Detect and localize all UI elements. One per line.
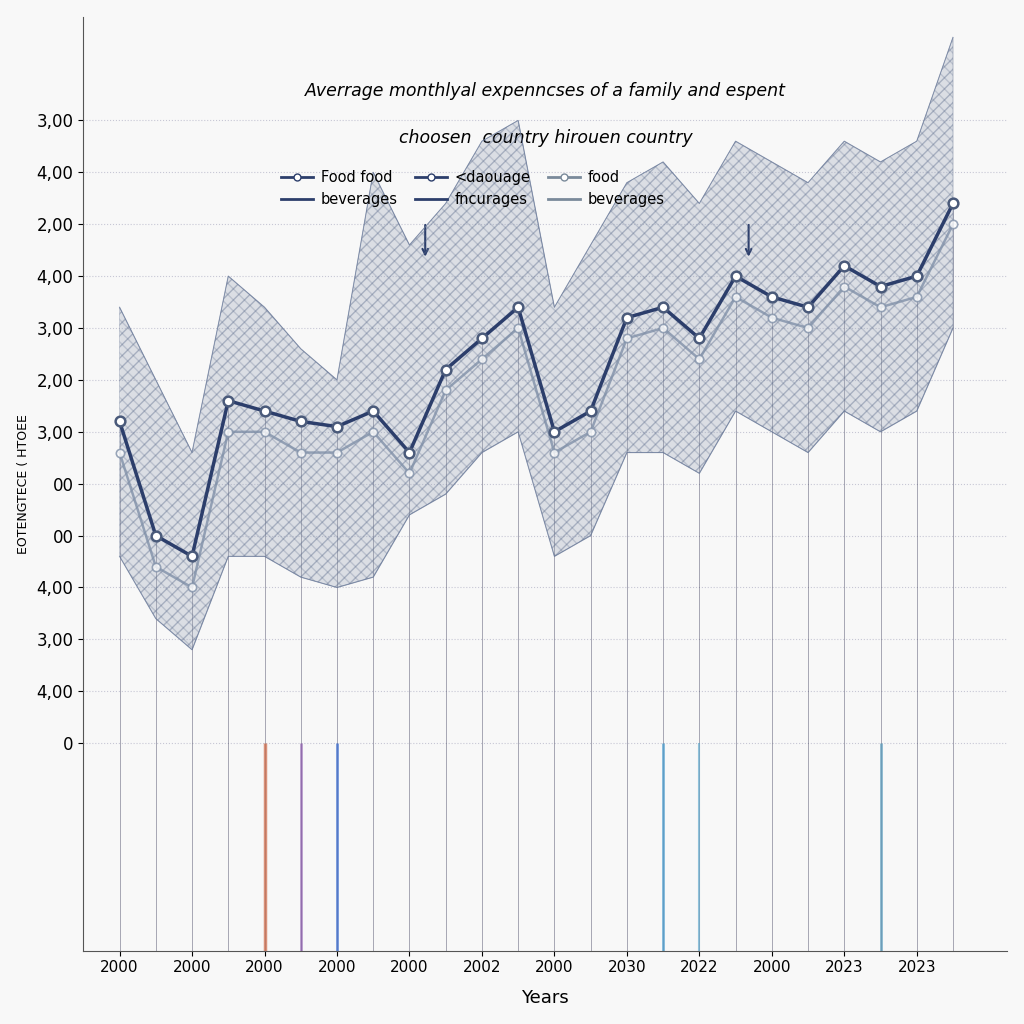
X-axis label: Years: Years — [521, 989, 569, 1008]
Y-axis label: EOTENGTECE ( HTOEE: EOTENGTECE ( HTOEE — [16, 414, 30, 554]
Text: choosen  country hirouen country: choosen country hirouen country — [398, 129, 692, 146]
Legend: Food food, beverages, <daouage, fncurages, food, beverages: Food food, beverages, <daouage, fncurage… — [275, 164, 671, 213]
Text: Averrage monthlyal expenncses of a family and espent: Averrage monthlyal expenncses of a famil… — [305, 82, 785, 100]
